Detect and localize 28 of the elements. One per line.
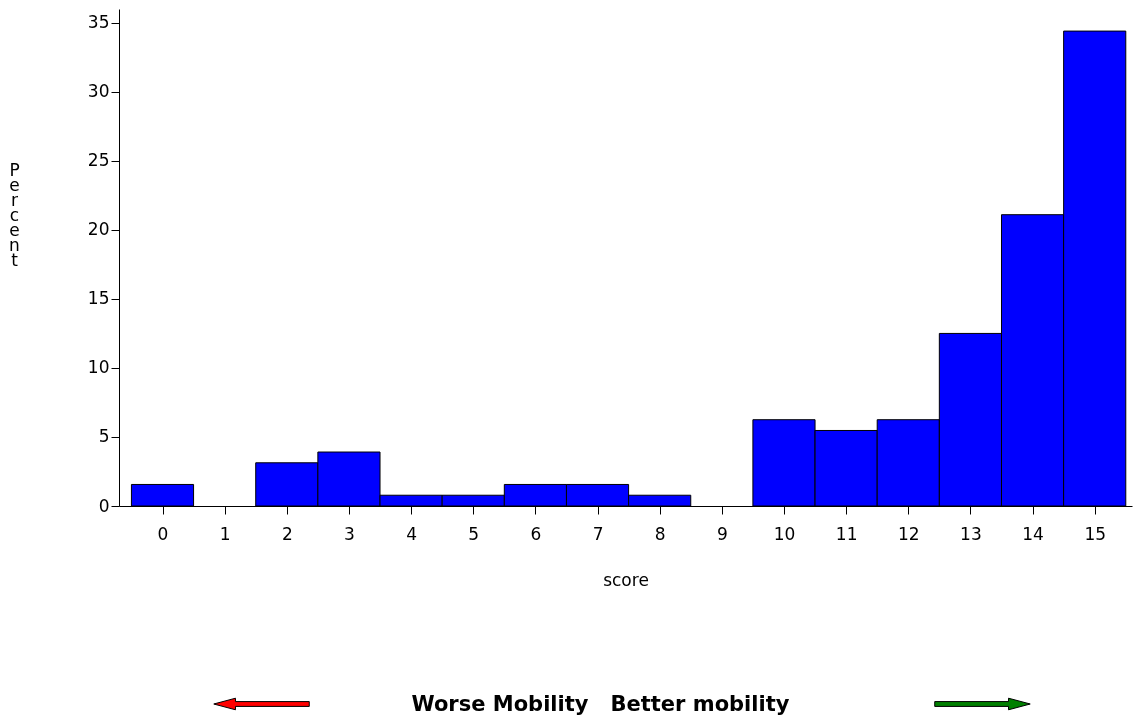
y-tick-label: 0 (98, 495, 110, 516)
x-tick-label: 1 (219, 523, 231, 544)
x-tick-label: 7 (592, 523, 604, 544)
x-tick-label: 14 (1022, 523, 1044, 544)
x-tick-label: 8 (654, 523, 666, 544)
x-tick-label: 13 (960, 523, 982, 544)
y-tick-label: 5 (98, 426, 110, 447)
y-tick-label: 25 (87, 150, 110, 171)
x-tick-label: 11 (835, 523, 858, 544)
y-tick-label: 20 (87, 219, 110, 240)
y-tick-label: 35 (87, 12, 110, 33)
y-axis-title: Percent (9, 159, 20, 270)
y-tick-label: 30 (87, 81, 110, 102)
x-tick-label: 10 (773, 523, 796, 544)
text: Better mobility (610, 692, 790, 716)
y-tick-label: 15 (87, 288, 110, 309)
x-tick-label: 2 (281, 523, 293, 544)
x-tick-label: 9 (716, 523, 728, 544)
x-tick-label: 12 (897, 523, 920, 544)
x-tick-label: 4 (406, 523, 418, 544)
x-tick-label: 5 (468, 523, 480, 544)
x-tick-label: 6 (530, 523, 542, 544)
text: Worse Mobility (411, 692, 589, 716)
x-tick-label: 0 (157, 523, 169, 544)
x-tick-label: 3 (344, 523, 355, 544)
y-tick-label: 10 (87, 357, 110, 378)
x-tick-label: 15 (1084, 523, 1107, 544)
x-axis-title: score (603, 569, 649, 590)
